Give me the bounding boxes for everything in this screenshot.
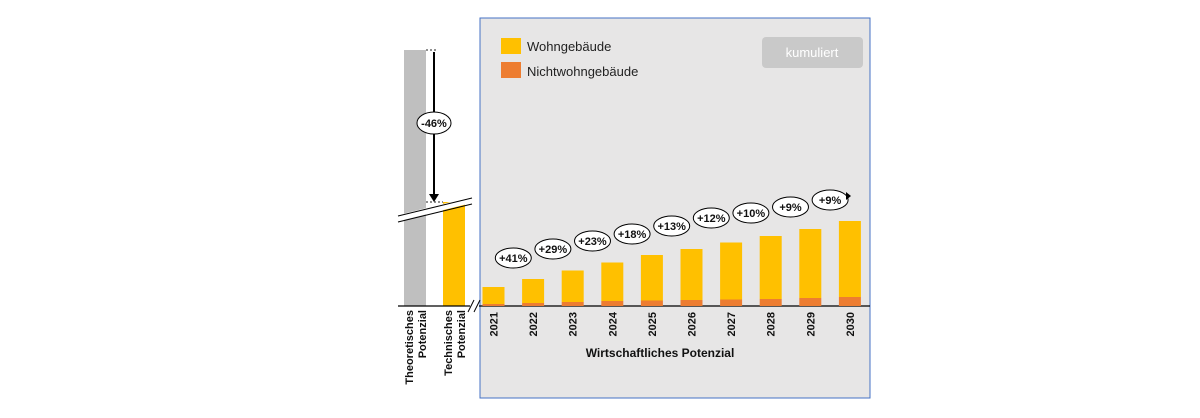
tick-label-2024: 2024: [607, 311, 619, 336]
tick-label-2030: 2030: [845, 312, 857, 336]
growth-label-2: +29%: [534, 238, 572, 260]
bar-nichtwohngebaeude-2030: [838, 297, 861, 306]
growth-label-8: +9%: [772, 196, 809, 218]
tick-label-theoretical-1: Theoretisches: [404, 310, 416, 385]
growth-label-3: +23%: [574, 230, 611, 252]
growth-label-1: +41%: [494, 247, 532, 269]
growth-label-4: +18%: [613, 223, 651, 245]
bar-nichtwohngebaeude-2029: [799, 298, 822, 306]
bar-wohngebaeude-2024: [601, 262, 624, 301]
growth-labels: +41% +29% +23% +18% +13% +12% +10% +9% +9%: [494, 189, 851, 269]
tick-label-2027: 2027: [726, 312, 738, 336]
bar-wohngebaeude-2029: [799, 229, 822, 298]
growth-label-7: +10%: [732, 202, 770, 224]
tick-label-2022: 2022: [528, 312, 540, 336]
growth-label-9: +9%: [811, 189, 849, 211]
kumuliert-button-label: kumuliert: [786, 45, 839, 60]
svg-text:+10%: +10%: [737, 208, 766, 220]
bar-nichtwohngebaeude-2021: [482, 304, 505, 306]
tick-label-technical-1: Technisches: [443, 310, 455, 376]
reduction-arrowhead: [429, 194, 439, 202]
kumuliert-button[interactable]: kumuliert: [762, 37, 863, 68]
bar-wohngebaeude-2028: [759, 236, 782, 299]
svg-text:+18%: +18%: [618, 229, 647, 241]
legend-label-nichtwohngebaeude: Nichtwohngebäude: [527, 64, 638, 79]
tick-label-2021: 2021: [489, 312, 501, 336]
bar-wohngebaeude-2023: [561, 270, 584, 302]
legend-label-wohngebaeude: Wohngebäude: [527, 39, 611, 54]
tick-label-2026: 2026: [687, 312, 699, 336]
reduction-label: -46%: [421, 118, 447, 130]
svg-text:+9%: +9%: [779, 202, 802, 214]
tick-label-theoretical-2: Potenzial: [417, 310, 429, 358]
bar-nichtwohngebaeude-2027: [720, 299, 743, 306]
bar-nichtwohngebaeude-2024: [601, 301, 624, 306]
x-axis-label: Wirtschaftliches Potenzial: [586, 346, 735, 360]
theoretical-potential-bar: [404, 50, 426, 306]
economic-bars: [482, 221, 861, 306]
growth-arrowhead: [846, 192, 851, 200]
year-tick-labels: 2021 2022 2023 2024 2025 2026 2027 2028 2029 2030: [489, 311, 857, 336]
bar-wohngebaeude-2022: [522, 279, 545, 303]
bar-wohngebaeude-2025: [640, 255, 663, 301]
growth-label-6: +12%: [692, 207, 730, 229]
axis-break-left: [397, 197, 473, 223]
bar-wohngebaeude-2030: [838, 221, 861, 297]
axis-break-bottom: [467, 299, 481, 313]
svg-text:+41%: +41%: [499, 253, 528, 265]
tick-label-2023: 2023: [568, 312, 580, 336]
bar-nichtwohngebaeude-2023: [561, 302, 584, 306]
bar-nichtwohngebaeude-2025: [640, 300, 663, 306]
growth-label-5: +13%: [653, 215, 691, 237]
legend-swatch-nichtwohngebaeude: [501, 62, 521, 78]
bar-nichtwohngebaeude-2022: [522, 303, 545, 306]
legend-swatch-wohngebaeude: [501, 38, 521, 54]
tick-label-2029: 2029: [805, 312, 817, 336]
svg-text:+23%: +23%: [578, 236, 607, 248]
bar-nichtwohngebaeude-2028: [759, 299, 782, 306]
bar-nichtwohngebaeude-2026: [680, 300, 703, 306]
svg-text:+13%: +13%: [657, 221, 686, 233]
svg-text:+9%: +9%: [819, 195, 842, 207]
bar-wohngebaeude-2026: [680, 249, 703, 300]
reduction-label-bubble: [416, 111, 452, 135]
svg-text:+29%: +29%: [539, 244, 568, 256]
tick-label-2025: 2025: [647, 312, 659, 336]
bar-wohngebaeude-2021: [482, 287, 505, 304]
bar-wohngebaeude-2027: [720, 242, 743, 300]
svg-text:+12%: +12%: [697, 213, 726, 225]
tick-label-2028: 2028: [766, 312, 778, 336]
tick-label-technical-2: Potenzial: [456, 310, 468, 358]
technical-potential-bar: [443, 202, 465, 306]
